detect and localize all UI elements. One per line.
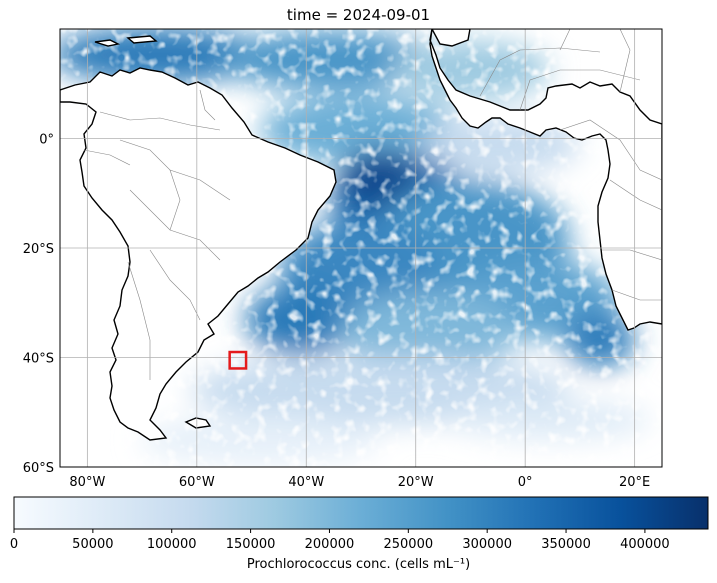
lat-tick-labels: 0° 20°S 40°S 60°S — [23, 133, 54, 477]
lon-tick-label: 80°W — [69, 475, 105, 490]
country-borders — [83, 29, 662, 380]
colorbar-tick-label: 350000 — [541, 537, 591, 552]
map-area — [60, 29, 662, 467]
south-america-coast — [60, 67, 337, 441]
lon-tick-label: 0° — [518, 475, 533, 490]
highlight-box[interactable] — [228, 350, 248, 370]
caribbean-islands — [94, 39, 121, 47]
colorbar-tick-label: 300000 — [462, 537, 512, 552]
colorbar-tick-label: 0 — [10, 537, 18, 552]
lon-tick-label: 20°W — [398, 475, 434, 490]
lat-tick-label: 20°S — [23, 242, 54, 257]
colorbar-label: Prochlorococcus conc. (cells mL⁻¹) — [246, 557, 471, 572]
colorbar-tick-label: 100000 — [147, 537, 197, 552]
west-africa-upper — [431, 29, 471, 47]
colorbar-tick-label: 250000 — [383, 537, 433, 552]
colorbar — [13, 496, 709, 530]
colorbar-tick-label: 50000 — [72, 537, 113, 552]
colorbar-tick-label: 200000 — [305, 537, 355, 552]
lon-tick-label: 20°E — [619, 475, 650, 490]
colorbar-ticks: 0 50000 100000 150000 200000 250000 300000 3500… — [10, 529, 670, 552]
gridlines — [60, 29, 662, 467]
colorbar-tick-label: 400000 — [620, 537, 670, 552]
colorbar-tick-label: 150000 — [226, 537, 276, 552]
caribbean-islands-2 — [126, 35, 158, 44]
lat-tick-label: 40°S — [23, 352, 54, 367]
lon-tick-label: 40°W — [288, 475, 324, 490]
land-masses — [60, 29, 662, 441]
africa-coast — [429, 29, 662, 331]
lat-tick-label: 60°S — [23, 461, 54, 476]
falkland-islands — [184, 417, 212, 429]
lat-tick-label: 0° — [39, 133, 54, 148]
map-frame — [59, 28, 663, 468]
plot-title: time = 2024-09-01 — [286, 6, 431, 24]
lon-tick-label: 60°W — [179, 475, 215, 490]
lon-tick-labels: 80°W 60°W 40°W 20°W 0° 20°E — [69, 475, 650, 490]
